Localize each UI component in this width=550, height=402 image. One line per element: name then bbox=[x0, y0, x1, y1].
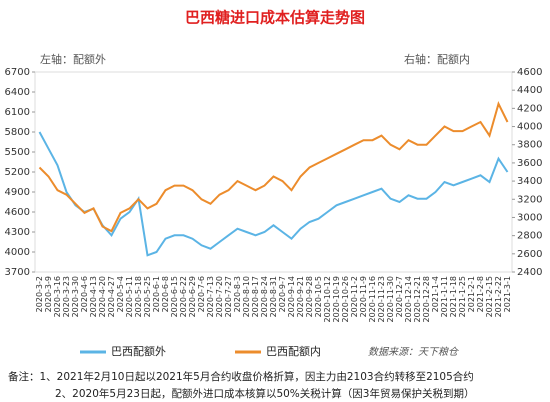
y2-tick-label: 3600 bbox=[517, 158, 542, 169]
x-tick-label: 2020-11-23 bbox=[377, 276, 386, 323]
x-tick-label: 2020-6-29 bbox=[188, 276, 197, 317]
legend-label: 巴西配额外 bbox=[111, 345, 166, 358]
x-tick-label: 2021-2-1 bbox=[467, 276, 476, 312]
chart-title: 巴西糖进口成本估算走势图 bbox=[185, 9, 365, 27]
y-tick-label: 4300 bbox=[5, 227, 30, 238]
y2-tick-label: 3000 bbox=[517, 212, 542, 223]
series-line bbox=[38, 101, 509, 233]
x-tick-label: 2021-1-4 bbox=[431, 276, 440, 312]
x-tick-label: 2020-4-27 bbox=[107, 276, 116, 317]
left-axis-label: 左轴：配额外 bbox=[40, 52, 106, 66]
y-tick-label: 3700 bbox=[5, 267, 30, 278]
y-tick-label: 6400 bbox=[5, 87, 30, 98]
x-tick-label: 2020-11-30 bbox=[386, 276, 395, 323]
x-tick-label: 2020-12-7 bbox=[395, 276, 404, 317]
x-tick-label: 2020-5-25 bbox=[143, 276, 152, 317]
x-tick-label: 2020-12-14 bbox=[404, 276, 413, 323]
plot-frame bbox=[34, 71, 513, 273]
y2-tick-label: 4000 bbox=[517, 122, 542, 133]
x-tick-label: 2020-5-11 bbox=[125, 276, 134, 317]
y-tick-label: 6100 bbox=[5, 107, 30, 118]
x-tick-label: 2020-10-5 bbox=[314, 276, 323, 317]
x-tick-label: 2020-3-30 bbox=[71, 276, 80, 317]
series-line bbox=[38, 131, 509, 257]
y-tick-label: 5500 bbox=[5, 147, 30, 158]
x-tick-label: 2020-3-16 bbox=[53, 276, 62, 317]
x-tick-label: 2021-1-18 bbox=[449, 276, 458, 317]
x-tick-label: 2020-10-12 bbox=[323, 276, 332, 323]
x-tick-label: 2020-8-17 bbox=[251, 276, 260, 317]
y-tick-label: 5200 bbox=[5, 167, 30, 178]
y2-tick-label: 3200 bbox=[517, 194, 542, 205]
x-tick-label: 2020-9-21 bbox=[296, 276, 305, 317]
x-tick-label: 2021-1-11 bbox=[440, 276, 449, 317]
x-tick-label: 2020-4-13 bbox=[89, 276, 98, 317]
y2-tick-label: 3400 bbox=[517, 176, 542, 187]
x-tick-label: 2020-10-26 bbox=[341, 276, 350, 323]
x-tick-label: 2020-8-31 bbox=[269, 276, 278, 317]
y-tick-label: 4600 bbox=[5, 207, 30, 218]
x-tick-label: 2020-7-27 bbox=[224, 276, 233, 317]
note: 备注：1、2021年2月10日起以2021年5月合约收盘价格折算，因主力由210… bbox=[8, 370, 474, 383]
x-tick-label: 2020-3-2 bbox=[35, 276, 44, 312]
x-tick-label: 2020-5-4 bbox=[116, 276, 125, 312]
y-tick-label: 4000 bbox=[5, 247, 30, 258]
x-tick-label: 2020-9-14 bbox=[287, 276, 296, 317]
y2-tick-label: 3800 bbox=[517, 140, 542, 151]
x-tick-label: 2020-9-28 bbox=[305, 276, 314, 317]
x-tick-label: 2020-3-9 bbox=[44, 276, 53, 312]
y-tick-label: 6700 bbox=[5, 67, 30, 78]
x-tick-label: 2021-2-15 bbox=[485, 276, 494, 317]
note: 2、2020年5月23日起，配额外进口成本核算以50%关税计算（因3年贸易保护关… bbox=[55, 387, 474, 400]
x-tick-label: 2021-3-1 bbox=[503, 276, 512, 312]
source: 数据来源：天下粮仓 bbox=[368, 346, 459, 358]
y-tick-label: 4900 bbox=[5, 187, 30, 198]
y2-tick-label: 2400 bbox=[517, 267, 542, 278]
x-tick-label: 2021-1-25 bbox=[458, 276, 467, 317]
x-tick-label: 2020-8-10 bbox=[242, 276, 251, 317]
x-tick-label: 2020-11-2 bbox=[350, 276, 359, 317]
y2-tick-label: 4400 bbox=[517, 85, 542, 96]
x-tick-label: 2020-6-1 bbox=[152, 276, 161, 312]
x-tick-label: 2020-8-3 bbox=[233, 276, 242, 312]
y2-tick-label: 4200 bbox=[517, 103, 542, 114]
x-tick-label: 2020-12-21 bbox=[413, 276, 422, 323]
x-tick-label: 2020-8-24 bbox=[260, 276, 269, 317]
right-axis-label: 右轴：配额内 bbox=[404, 52, 470, 66]
x-tick-label: 2020-7-13 bbox=[206, 276, 215, 317]
x-tick-label: 2020-4-20 bbox=[98, 276, 107, 317]
x-tick-label: 2020-11-16 bbox=[368, 276, 377, 323]
y2-tick-label: 4600 bbox=[517, 67, 542, 78]
legend-label: 巴西配额内 bbox=[266, 344, 321, 358]
x-tick-label: 2020-11-9 bbox=[359, 276, 368, 317]
x-tick-label: 2020-9-7 bbox=[278, 276, 287, 312]
x-tick-label: 2020-6-22 bbox=[179, 276, 188, 317]
x-tick-label: 2021-2-8 bbox=[476, 276, 485, 312]
x-tick-label: 2020-12-28 bbox=[422, 276, 431, 323]
y-tick-label: 5800 bbox=[5, 127, 30, 138]
x-tick-label: 2020-3-23 bbox=[62, 276, 71, 317]
x-tick-label: 2020-4-6 bbox=[80, 276, 89, 312]
x-tick-label: 2020-6-15 bbox=[170, 276, 179, 317]
x-tick-label: 2020-7-20 bbox=[215, 276, 224, 317]
x-tick-label: 2020-6-8 bbox=[161, 276, 170, 312]
y2-tick-label: 2800 bbox=[517, 231, 542, 242]
y2-tick-label: 2600 bbox=[517, 249, 542, 260]
x-tick-label: 2020-10-19 bbox=[332, 276, 341, 323]
x-tick-label: 2021-2-22 bbox=[494, 276, 503, 317]
x-tick-label: 2020-7-6 bbox=[197, 276, 206, 312]
x-tick-label: 2020-5-18 bbox=[134, 276, 143, 317]
